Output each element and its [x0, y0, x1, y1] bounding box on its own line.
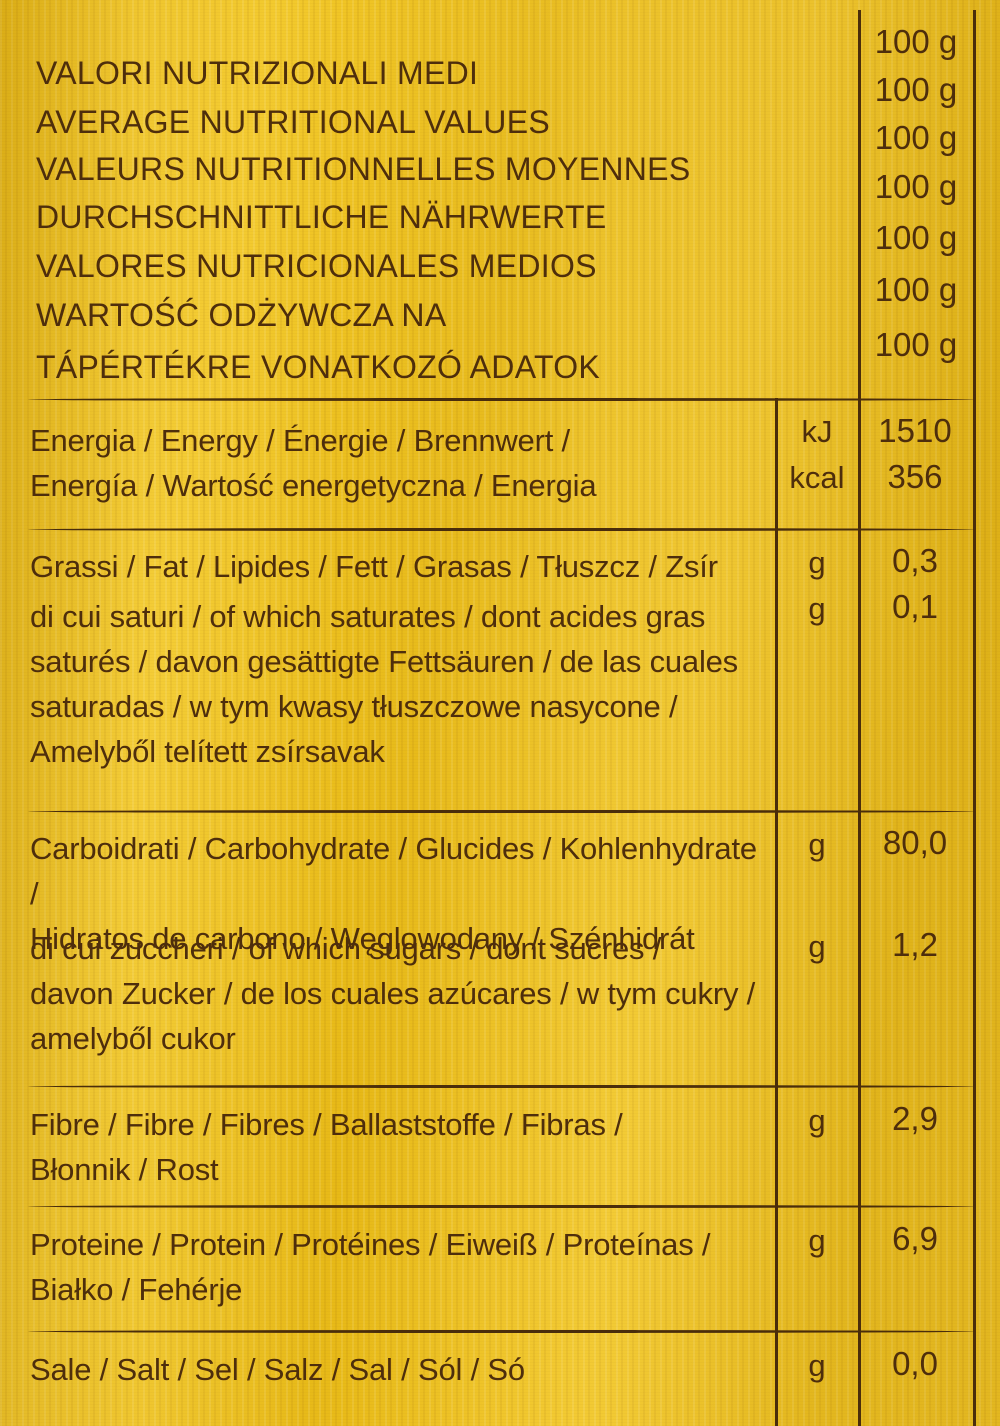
vline-unit-column	[775, 398, 778, 1426]
row-value-fibre: 2,9	[892, 1100, 938, 1137]
rule-after-fibre	[28, 1205, 975, 1208]
rule-after-fat	[28, 810, 975, 813]
header-title-hungarian: TÁPÉRTÉKRE VONATKOZÓ ADATOK	[36, 349, 601, 385]
header-title-spanish: VALORES NUTRICIONALES MEDIOS	[36, 248, 597, 284]
basis-value-3: 100 g	[874, 119, 958, 156]
row-unit-saturates: g	[808, 591, 826, 626]
row-unit-sugars: g	[808, 929, 826, 964]
vline-right-edge	[973, 398, 976, 1426]
row-unit-fibre: g	[808, 1103, 826, 1138]
basis-value-4: 100 g	[874, 168, 958, 205]
row-value-salt: 0,0	[892, 1345, 938, 1382]
row-value-sugars: 1,2	[892, 926, 938, 963]
vline-value-header	[858, 10, 861, 398]
header-title-italian: VALORI NUTRIZIONALI MEDI	[36, 55, 479, 91]
vline-right-header	[973, 10, 976, 398]
row-value-carbohydrate: 80,0	[882, 824, 948, 861]
row-label-saturates: di cui saturi / of which saturates / don…	[30, 599, 738, 769]
row-label-sugars: di cui zuccheri / of which sugars / dont…	[30, 931, 756, 1056]
row-value-saturates: 0,1	[892, 588, 938, 625]
row-value-energy-kj: 1510	[878, 412, 952, 449]
header-title-english: AVERAGE NUTRITIONAL VALUES	[36, 104, 550, 140]
row-unit-energy-kcal: kcal	[789, 460, 845, 495]
rule-after-energy	[28, 528, 975, 531]
vline-value-column	[858, 398, 861, 1426]
row-unit-salt: g	[808, 1348, 826, 1383]
row-unit-carbohydrate: g	[808, 827, 826, 862]
row-label-carbohydrate: Carboidrati / Carbohydrate / Glucides / …	[30, 831, 757, 956]
row-unit-protein: g	[808, 1223, 826, 1258]
basis-value-1: 100 g	[874, 23, 958, 60]
header-title-french: VALEURS NUTRITIONNELLES MOYENNES	[36, 151, 691, 187]
row-unit-fat: g	[808, 545, 826, 580]
row-value-energy-kcal: 356	[887, 458, 943, 495]
basis-value-2: 100 g	[874, 71, 958, 108]
row-label-fat: Grassi / Fat / Lipides / Fett / Grasas /…	[30, 549, 718, 584]
rule-after-protein	[28, 1330, 975, 1333]
header-title-german: DURCHSCHNITTLICHE NÄHRWERTE	[36, 199, 607, 235]
basis-value-5: 100 g	[874, 219, 958, 256]
rule-header-bottom	[28, 398, 975, 401]
row-label-fibre: Fibre / Fibre / Fibres / Ballaststoffe /…	[30, 1107, 623, 1187]
row-label-protein: Proteine / Protein / Protéines / Eiweiß …	[30, 1227, 711, 1307]
row-label-salt: Sale / Salt / Sel / Salz / Sal / Sól / S…	[30, 1352, 525, 1387]
row-value-protein: 6,9	[892, 1220, 938, 1257]
basis-value-6: 100 g	[874, 271, 958, 308]
basis-value-7: 100 g	[874, 326, 958, 363]
rule-after-carbs	[28, 1085, 975, 1088]
row-unit-energy-kj: kJ	[801, 414, 833, 449]
row-label-energy: Energia / Energy / Énergie / Brennwert /…	[30, 423, 597, 503]
header-title-polish: WARTOŚĆ ODŻYWCZA NA	[36, 297, 447, 333]
row-value-fat: 0,3	[892, 542, 938, 579]
